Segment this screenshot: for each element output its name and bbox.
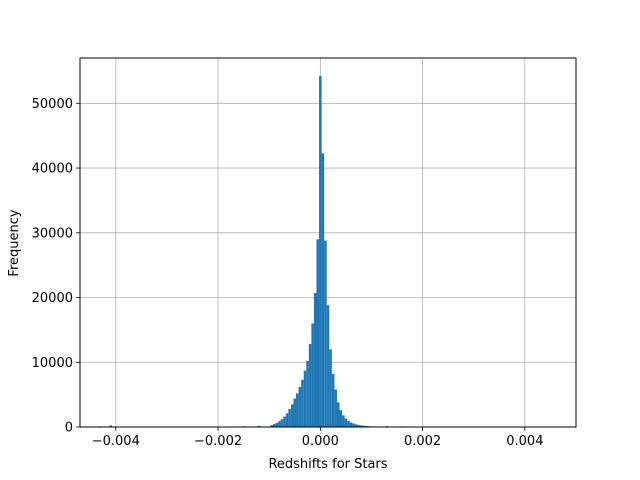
- histogram-bar: [349, 422, 353, 427]
- histogram-bar: [359, 425, 363, 427]
- histogram-bar: [275, 422, 279, 427]
- y-tick-label: 50000: [32, 97, 73, 112]
- histogram-bar: [329, 349, 332, 427]
- histogram-bar: [342, 415, 345, 427]
- histogram-bar: [324, 240, 327, 427]
- histogram-bar: [288, 408, 291, 427]
- y-axis-ticks: 0 10000 20000 30000 40000 50000: [32, 97, 80, 436]
- histogram-bar: [326, 305, 330, 427]
- plot-frame: [79, 57, 577, 428]
- x-tick-label: −0.002: [194, 434, 242, 449]
- x-tick-label: 0.004: [506, 434, 543, 449]
- histogram-bar: [270, 425, 274, 427]
- x-tick-label: 0.000: [302, 434, 339, 449]
- histogram-bar: [306, 360, 309, 427]
- histogram-bar: [362, 425, 366, 427]
- histogram-bar: [298, 386, 302, 427]
- histogram-outlier-bar: [257, 425, 261, 427]
- histogram-bar: [296, 393, 299, 427]
- histogram-bar: [331, 373, 335, 427]
- histogram-bar: [301, 379, 304, 427]
- histogram-bar: [357, 424, 360, 427]
- histogram-outlier-bar: [109, 425, 112, 427]
- y-tick-label: 20000: [32, 291, 73, 306]
- y-tick-label: 10000: [32, 356, 73, 371]
- histogram-bar: [365, 425, 368, 427]
- y-axis-label: Frequency: [7, 209, 22, 276]
- histogram-bar: [290, 404, 294, 427]
- histogram-bar: [316, 239, 320, 427]
- histogram-bar: [334, 389, 337, 427]
- x-axis-label: Redshifts for Stars: [268, 457, 387, 472]
- histogram-bar: [319, 76, 322, 427]
- histogram-bars: [99, 76, 557, 428]
- histogram-bar: [347, 420, 350, 427]
- y-tick-label: 30000: [32, 226, 73, 241]
- histogram-bar: [344, 418, 348, 427]
- histogram-bar: [352, 423, 355, 427]
- histogram-bar: [283, 416, 286, 427]
- histogram-bar: [278, 421, 281, 427]
- y-tick-label: 0: [65, 421, 73, 436]
- histogram-bar: [285, 413, 289, 427]
- y-tick-label: 40000: [32, 162, 73, 177]
- x-tick-label: −0.004: [92, 434, 140, 449]
- histogram-bar: [303, 370, 307, 427]
- histogram-bar: [354, 424, 358, 427]
- histogram-bar: [273, 424, 276, 427]
- histogram-bar: [293, 398, 297, 427]
- histogram-bar: [308, 344, 312, 427]
- histogram-bar: [339, 410, 343, 427]
- histogram-bar: [321, 153, 325, 428]
- histogram-bar: [336, 402, 340, 427]
- x-axis-ticks: −0.004 −0.002 0.000 0.002 0.004: [92, 427, 543, 449]
- histogram-bar: [313, 292, 317, 427]
- histogram-bar: [280, 419, 284, 427]
- histogram-bar: [311, 323, 314, 427]
- x-tick-label: 0.002: [404, 434, 441, 449]
